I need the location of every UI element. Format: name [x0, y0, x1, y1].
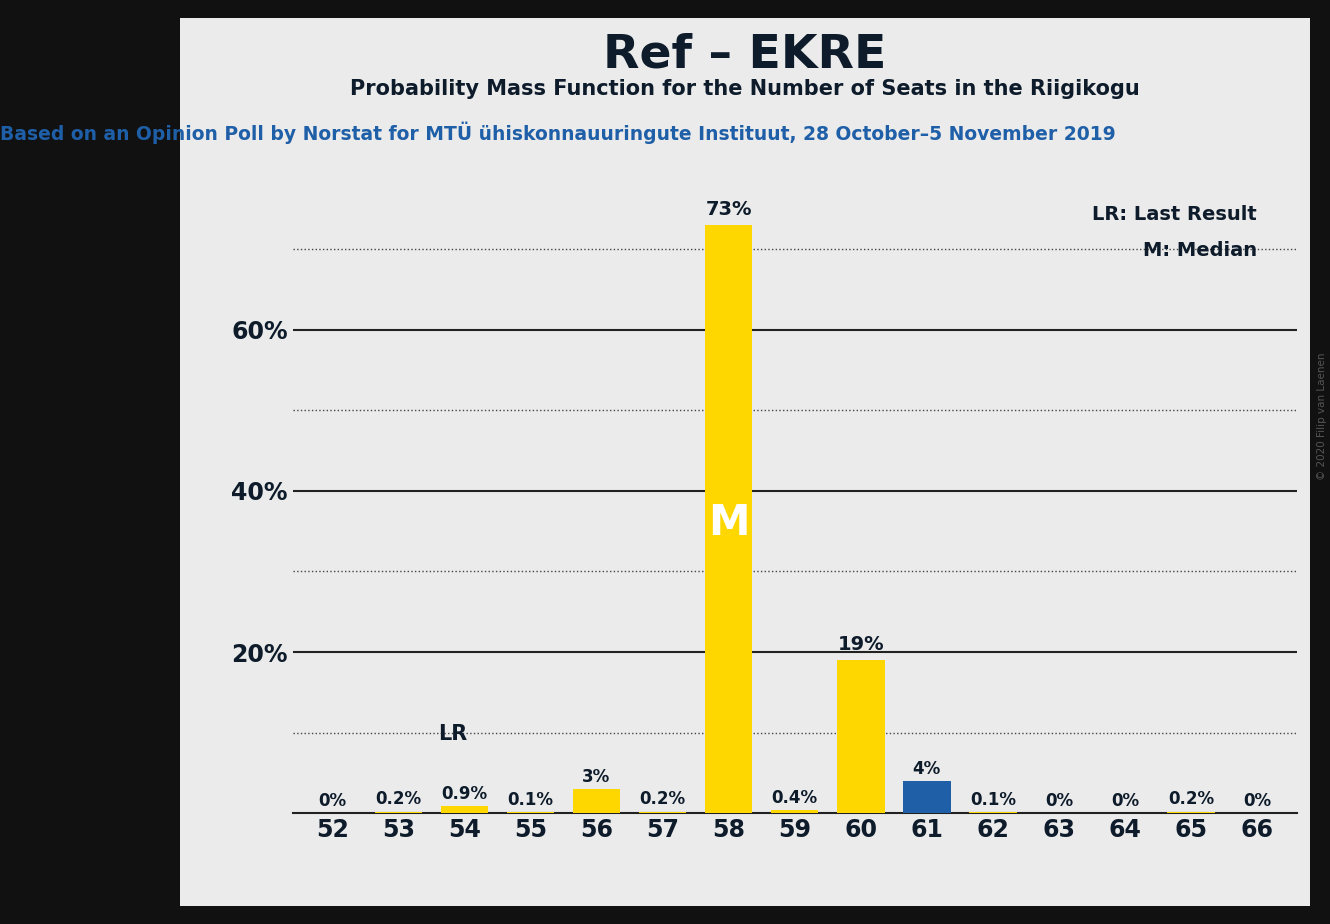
Text: 0%: 0%: [1111, 792, 1138, 810]
Text: 0.2%: 0.2%: [375, 790, 422, 808]
Text: LR: LR: [438, 724, 467, 744]
Text: 0.1%: 0.1%: [970, 791, 1016, 809]
Text: 0%: 0%: [1045, 792, 1073, 810]
Text: 4%: 4%: [912, 760, 940, 778]
Text: 3%: 3%: [583, 768, 610, 785]
Bar: [903, 781, 951, 813]
Text: 0%: 0%: [318, 792, 346, 810]
Bar: [375, 811, 422, 813]
Bar: [771, 810, 818, 813]
Bar: [837, 660, 884, 813]
Text: Ref – EKRE: Ref – EKRE: [602, 32, 887, 78]
Text: 0.4%: 0.4%: [771, 789, 818, 807]
Text: 0.9%: 0.9%: [442, 784, 487, 803]
Bar: [573, 789, 620, 813]
Text: 0%: 0%: [1244, 792, 1271, 810]
Text: M: Median: M: Median: [1142, 241, 1257, 261]
Bar: [440, 806, 488, 813]
Text: 73%: 73%: [705, 200, 751, 219]
Text: 0.2%: 0.2%: [640, 790, 685, 808]
Bar: [638, 811, 686, 813]
Text: Based on an Opinion Poll by Norstat for MTÜ ühiskonnauuringute Instituut, 28 Oct: Based on an Opinion Poll by Norstat for …: [0, 122, 1116, 144]
Text: Probability Mass Function for the Number of Seats in the Riigikogu: Probability Mass Function for the Number…: [350, 79, 1140, 99]
Text: M: M: [708, 502, 749, 544]
Bar: [1168, 811, 1214, 813]
Text: © 2020 Filip van Laenen: © 2020 Filip van Laenen: [1317, 352, 1327, 480]
Text: 0.1%: 0.1%: [508, 791, 553, 809]
Text: 0.2%: 0.2%: [1168, 790, 1214, 808]
Text: 19%: 19%: [838, 635, 884, 653]
Text: LR: Last Result: LR: Last Result: [1092, 205, 1257, 224]
Bar: [705, 225, 753, 813]
